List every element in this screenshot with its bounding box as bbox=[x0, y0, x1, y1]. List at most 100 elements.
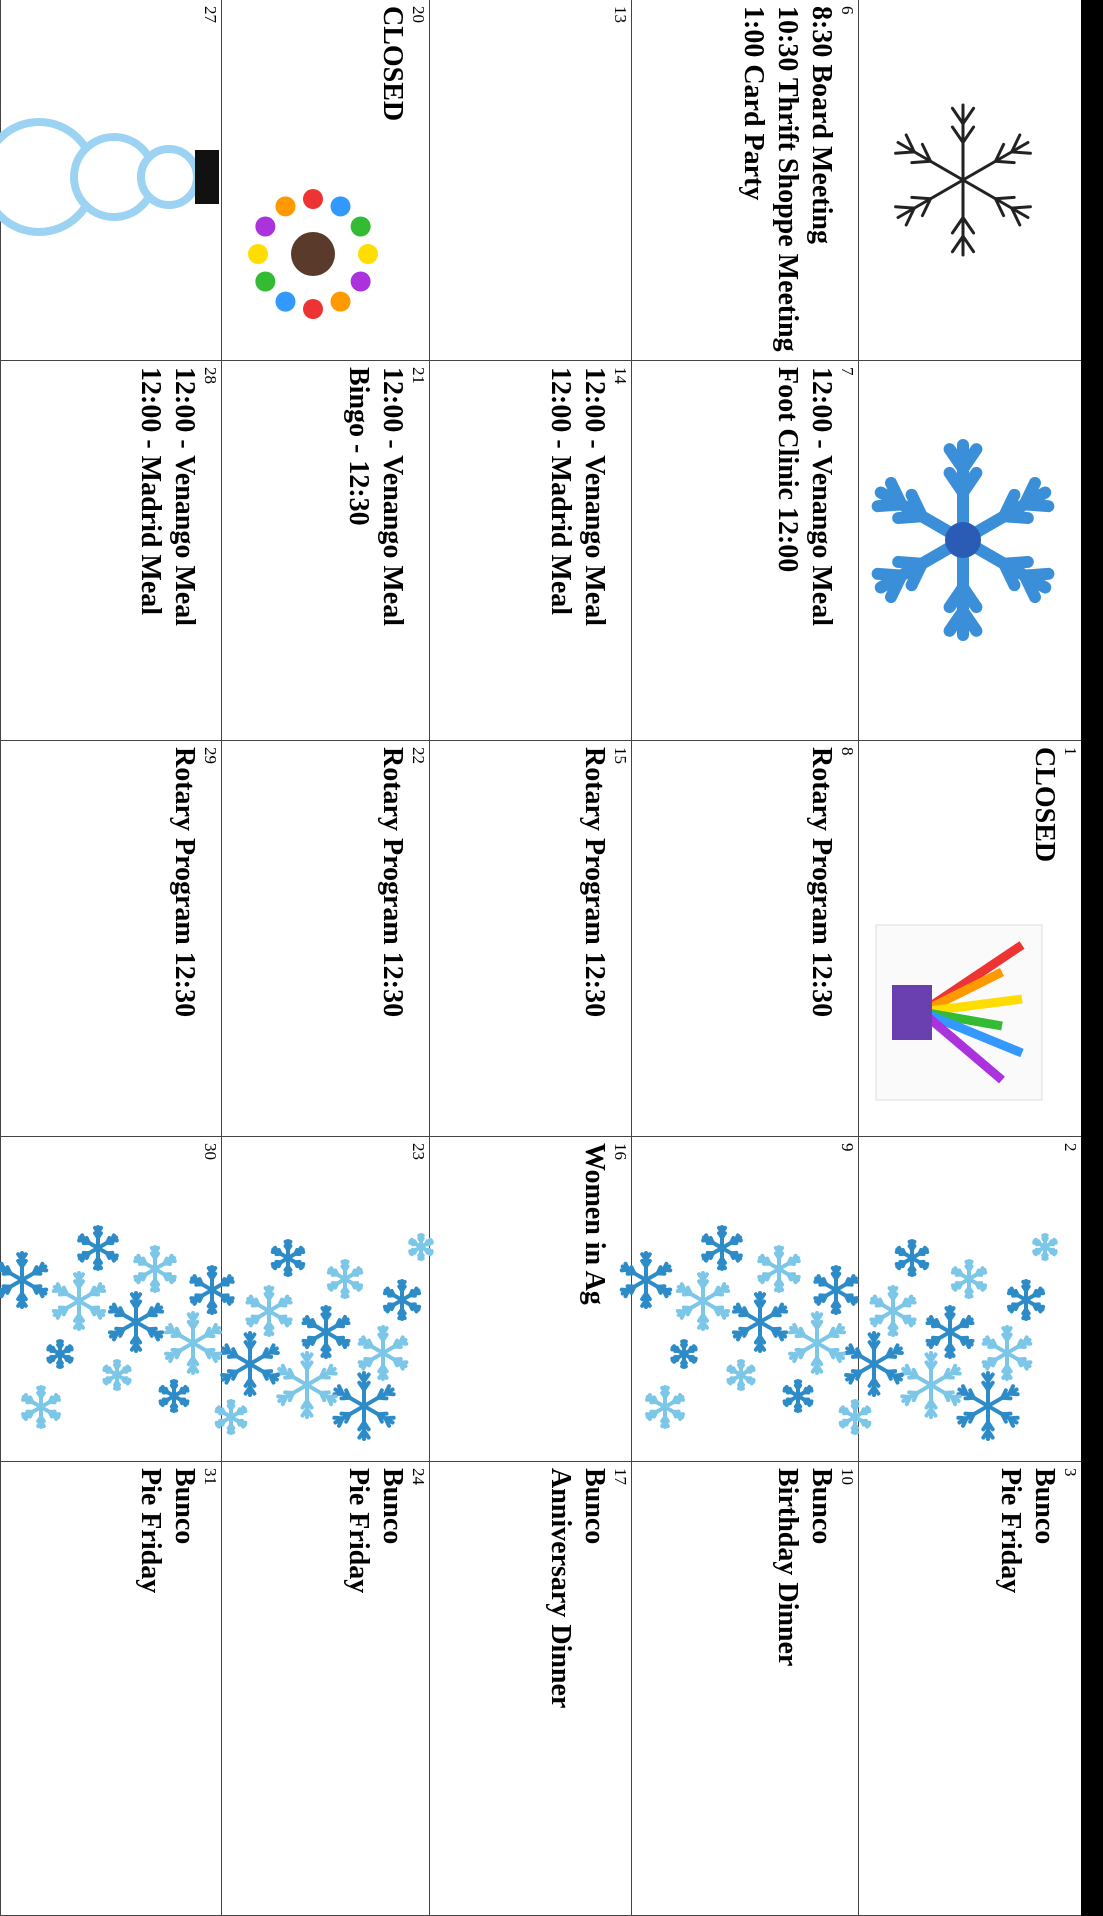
shape bbox=[229, 1403, 236, 1411]
shape bbox=[1010, 206, 1022, 227]
event: Bunco bbox=[579, 1468, 610, 1545]
shape bbox=[885, 1354, 898, 1359]
shape bbox=[300, 1399, 309, 1410]
day-cell: 17 Bunco Anniversary Dinner bbox=[429, 1462, 631, 1916]
day-cell: 3 Bunco Pie Friday bbox=[858, 1462, 1081, 1916]
day-number: 7 bbox=[838, 367, 857, 376]
shape bbox=[109, 1253, 116, 1263]
shape bbox=[943, 581, 969, 614]
shape bbox=[169, 1405, 176, 1413]
shape bbox=[900, 1247, 907, 1256]
shape bbox=[640, 1298, 648, 1308]
snowflake-border bbox=[0, 1225, 434, 1441]
shape bbox=[663, 1385, 670, 1394]
shape bbox=[907, 1268, 914, 1277]
shape bbox=[332, 1415, 345, 1421]
shape bbox=[961, 234, 976, 254]
shape bbox=[273, 1245, 279, 1254]
shape bbox=[1050, 1249, 1057, 1257]
snowman bbox=[0, 118, 219, 236]
shape bbox=[733, 1253, 740, 1263]
shape bbox=[276, 1394, 289, 1399]
shape bbox=[697, 1320, 705, 1330]
shape bbox=[910, 1239, 917, 1248]
shape bbox=[280, 1363, 289, 1375]
shape bbox=[652, 1395, 659, 1404]
shape bbox=[191, 1312, 200, 1323]
shape bbox=[226, 1369, 239, 1374]
shape bbox=[164, 1351, 176, 1357]
shape bbox=[753, 1334, 762, 1345]
shape bbox=[57, 1305, 69, 1310]
shape bbox=[350, 271, 371, 292]
shape bbox=[815, 1319, 824, 1330]
shape bbox=[917, 1260, 924, 1269]
shape bbox=[708, 1236, 715, 1245]
shape bbox=[248, 244, 268, 264]
shape bbox=[58, 1339, 64, 1347]
shape bbox=[713, 1306, 721, 1317]
shape bbox=[855, 1347, 863, 1359]
shape bbox=[340, 1286, 347, 1294]
shape bbox=[738, 1326, 750, 1332]
shape bbox=[729, 1251, 736, 1260]
shape bbox=[210, 1271, 218, 1281]
shape bbox=[73, 1313, 81, 1323]
shape bbox=[942, 1375, 955, 1380]
shape bbox=[784, 1384, 791, 1393]
shape bbox=[320, 1342, 328, 1352]
shape bbox=[162, 1272, 169, 1282]
shape bbox=[134, 1292, 143, 1303]
shape bbox=[867, 1377, 876, 1388]
shape bbox=[276, 1247, 283, 1256]
shape bbox=[141, 1256, 148, 1266]
day-cell: 31 Bunco Pie Friday bbox=[0, 1462, 221, 1916]
shape bbox=[400, 1279, 407, 1288]
shape bbox=[248, 1340, 257, 1351]
shape bbox=[224, 1296, 232, 1306]
event: Rotary Program 12:30 bbox=[579, 747, 610, 1018]
day-cell: 21 12:00 - Venango Meal Bingo - 12:30 bbox=[221, 361, 429, 741]
shape bbox=[300, 1407, 309, 1418]
shape bbox=[267, 1292, 275, 1301]
shape bbox=[286, 1239, 293, 1248]
shape bbox=[844, 1373, 856, 1378]
shape bbox=[104, 1364, 110, 1372]
shape bbox=[137, 145, 201, 209]
shape bbox=[56, 1361, 62, 1369]
shape bbox=[661, 1267, 673, 1273]
shape bbox=[129, 1334, 138, 1345]
day-cell: 10 Bunco Birthday Dinner bbox=[631, 1462, 858, 1916]
shape bbox=[840, 1405, 847, 1413]
event: Rotary Program 12:30 bbox=[169, 747, 200, 1018]
shape bbox=[417, 1254, 423, 1261]
shape bbox=[647, 1392, 655, 1402]
shape bbox=[945, 522, 981, 558]
shape bbox=[268, 1373, 276, 1385]
shape bbox=[960, 1384, 969, 1396]
shape bbox=[901, 1315, 908, 1325]
shape bbox=[958, 1336, 966, 1346]
day-cell: 14 12:00 - Venango Meal 12:00 - Madrid Mea… bbox=[429, 361, 631, 741]
shape bbox=[248, 1294, 256, 1304]
shape bbox=[957, 443, 983, 475]
shape bbox=[1010, 133, 1022, 154]
event: 12:00 - Venango Meal bbox=[169, 367, 200, 626]
shape bbox=[118, 1306, 126, 1317]
shape bbox=[385, 1286, 392, 1295]
shape bbox=[892, 1373, 900, 1385]
event: Pie Friday bbox=[343, 1468, 374, 1594]
shape bbox=[426, 1249, 433, 1257]
shape bbox=[231, 1347, 239, 1359]
shape bbox=[1000, 1395, 1013, 1401]
shape bbox=[149, 1283, 157, 1293]
shape bbox=[170, 1347, 183, 1353]
shape bbox=[96, 1225, 103, 1235]
shape bbox=[305, 1314, 312, 1325]
shape bbox=[929, 1360, 938, 1371]
day-cell: 24 Bunco Pie Friday bbox=[221, 1462, 429, 1916]
shape bbox=[1032, 1302, 1039, 1312]
day-number: 2 bbox=[1061, 1143, 1080, 1152]
shape bbox=[381, 1332, 389, 1342]
shape bbox=[719, 1309, 727, 1320]
